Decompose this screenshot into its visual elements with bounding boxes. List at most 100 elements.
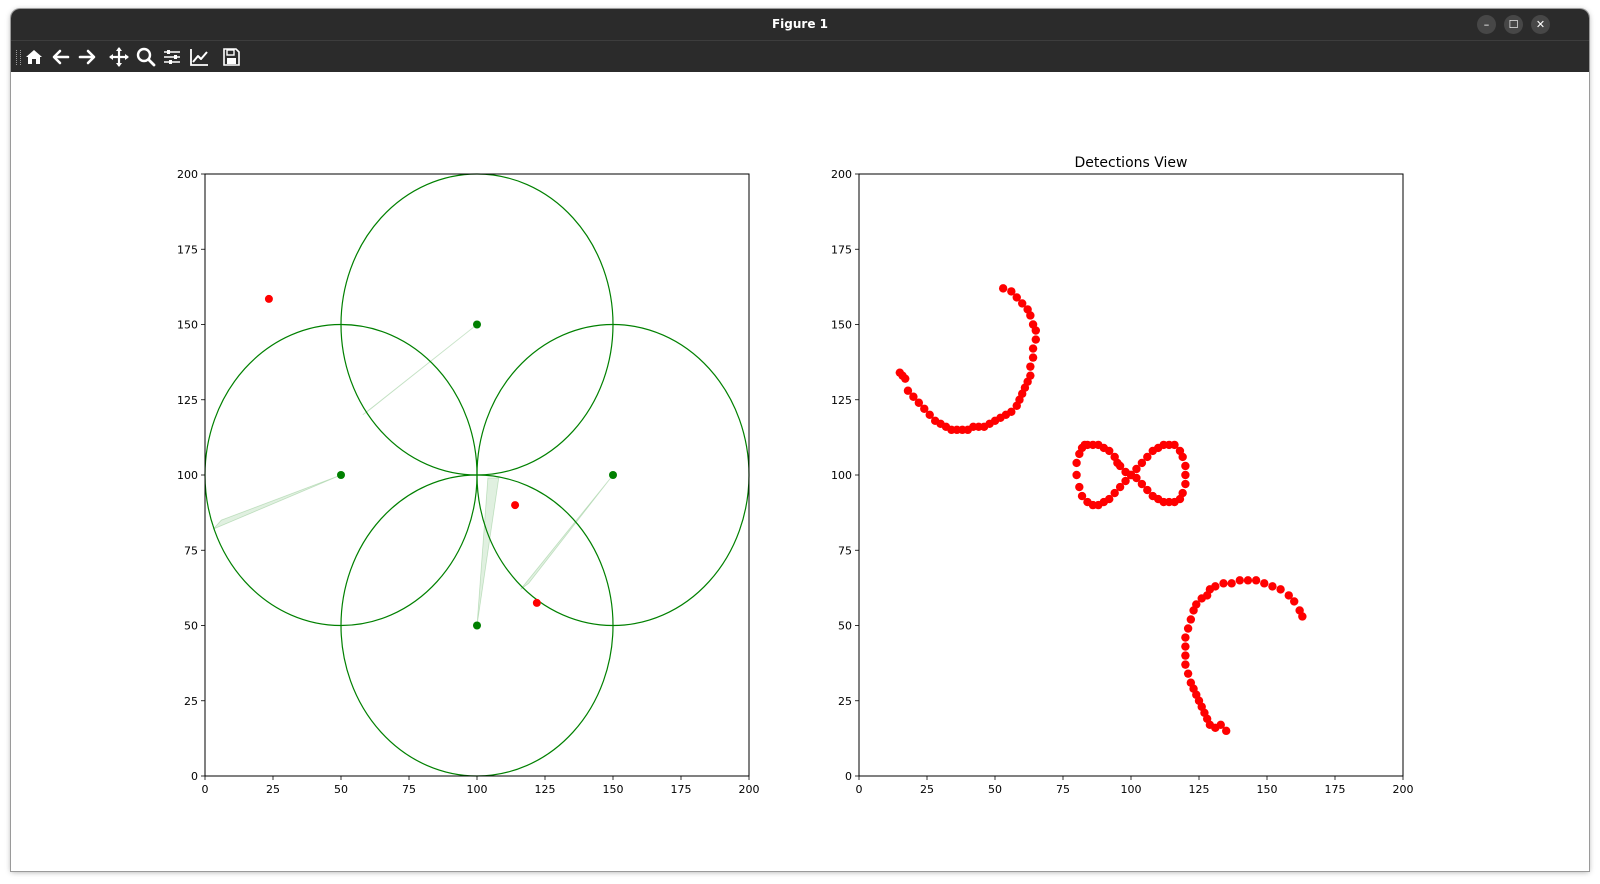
detection-point <box>1181 461 1190 471</box>
figure-canvas[interactable]: 0 25 50 75 100 125 150 175 200 0 25 50 75 100 125 150 17… <box>11 72 1589 871</box>
left-y-tick-label: 75 <box>184 544 198 557</box>
detection-point <box>1197 594 1206 603</box>
right-x-tick-label: 100 <box>1121 783 1142 796</box>
sensor-marker <box>337 471 345 479</box>
detection-point <box>1181 660 1190 669</box>
left-x-tick-label: 125 <box>535 783 556 796</box>
detection-point <box>1227 579 1236 588</box>
left-x-tick-label: 175 <box>671 783 692 796</box>
toolbar-grip-handle[interactable] <box>16 50 21 65</box>
detection-point <box>1132 464 1141 474</box>
navigation-toolbar <box>11 40 1589 72</box>
detection-point <box>1284 591 1293 600</box>
detection-point <box>1018 299 1027 308</box>
forward-button[interactable] <box>76 46 98 68</box>
zoom-icon <box>136 47 156 67</box>
detection-point <box>1222 726 1231 736</box>
left-y-tick-label: 100 <box>177 469 198 482</box>
target-point <box>532 598 541 607</box>
sensor-beam <box>476 477 500 626</box>
detection-point <box>925 410 934 419</box>
save-button[interactable] <box>220 46 242 68</box>
detection-point <box>1143 452 1152 462</box>
left-y-tick-label: 25 <box>184 695 198 708</box>
detection-point <box>1007 407 1016 416</box>
detection-point <box>1216 720 1225 730</box>
right-axes: Detections View 0 25 50 75 100 125 150 175 200 0 2… <box>831 155 1414 796</box>
detection-point <box>1268 582 1277 591</box>
right-x-tick-label: 175 <box>1325 783 1346 796</box>
left-x-tick-label: 200 <box>739 783 760 796</box>
detection-point <box>1031 335 1040 344</box>
right-x-tick-label: 150 <box>1257 783 1278 796</box>
right-x-tick-label: 75 <box>1056 783 1070 796</box>
left-y-tick-label: 125 <box>177 394 198 407</box>
right-y-tick-label: 100 <box>831 469 852 482</box>
customize-button[interactable] <box>188 46 210 68</box>
right-y-tick-label: 150 <box>831 319 852 332</box>
detection-point <box>1276 585 1285 594</box>
left-x-tick-label: 0 <box>202 783 209 796</box>
right-x-tick-label: 0 <box>856 783 863 796</box>
window-title: Figure 1 <box>771 17 829 31</box>
detection-point <box>1181 479 1190 489</box>
figure-plot-area: 0 25 50 75 100 125 150 175 200 0 25 50 75 100 125 150 17… <box>177 155 1414 796</box>
maximize-button[interactable]: ☐ <box>1504 15 1523 34</box>
right-y-tick-label: 175 <box>831 243 852 256</box>
detection-point <box>1189 606 1198 615</box>
detection-point <box>1012 293 1021 302</box>
detection-point <box>1105 446 1114 456</box>
detection-point <box>1026 362 1035 371</box>
right-x-tick-label: 25 <box>920 783 934 796</box>
zoom-button[interactable] <box>135 46 157 68</box>
right-x-tick-label: 200 <box>1393 783 1414 796</box>
detection-point <box>1181 642 1190 651</box>
right-axes-frame <box>858 173 1404 777</box>
detection-point <box>1137 479 1147 489</box>
subplots-button[interactable] <box>161 46 183 68</box>
detection-point <box>1148 446 1157 456</box>
right-y-tick-label: 0 <box>845 770 852 783</box>
detection-point <box>1007 287 1016 296</box>
detection-point <box>1077 491 1087 501</box>
minimize-button[interactable]: – <box>1477 15 1496 34</box>
right-y-tick-label: 200 <box>831 168 852 181</box>
detection-point <box>1181 470 1190 480</box>
close-button[interactable]: ✕ <box>1531 15 1550 34</box>
detection-point <box>1028 320 1038 329</box>
detection-point <box>1121 476 1130 486</box>
forward-icon <box>78 49 96 65</box>
left-y-tick-label: 200 <box>177 168 198 181</box>
save-icon <box>223 48 240 66</box>
detection-point <box>1072 458 1081 468</box>
title-bar: Figure 1 – ☐ ✕ <box>11 9 1589 40</box>
left-x-tick-label: 75 <box>402 783 416 796</box>
left-y-tick-label: 0 <box>191 770 198 783</box>
home-icon <box>26 50 42 64</box>
detection-point <box>1175 446 1185 456</box>
pan-button[interactable] <box>108 46 130 68</box>
right-x-tick-label: 125 <box>1189 783 1210 796</box>
detection-point <box>1295 606 1304 615</box>
detection-point <box>1181 633 1190 642</box>
detection-point <box>1110 488 1119 498</box>
left-x-tick-label: 25 <box>266 783 280 796</box>
sensor-marker <box>609 471 617 479</box>
detection-point <box>914 398 924 407</box>
detection-point <box>901 374 910 383</box>
sensor-beam <box>212 474 342 530</box>
back-icon <box>52 49 70 65</box>
right-x-tick-label: 50 <box>988 783 1002 796</box>
target-point <box>511 501 520 510</box>
left-y-tick-label: 50 <box>184 620 198 633</box>
detection-point <box>1115 461 1125 471</box>
detection-point <box>1183 669 1193 678</box>
detection-point <box>1137 458 1147 468</box>
detection-point <box>1075 482 1084 492</box>
right-y-tick-label: 75 <box>838 544 852 557</box>
detection-point <box>1186 615 1196 624</box>
home-button[interactable] <box>23 46 45 68</box>
sensor-beam <box>362 324 478 416</box>
detection-point <box>1235 576 1245 585</box>
back-button[interactable] <box>50 46 72 68</box>
